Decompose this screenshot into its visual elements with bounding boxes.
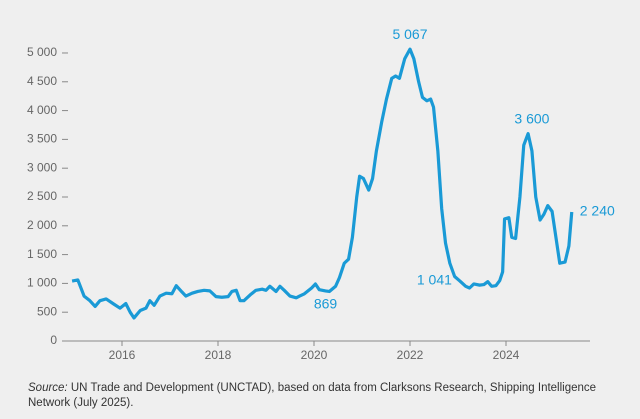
x-tick-label: 2022: [397, 348, 424, 362]
source-label: Source:: [28, 382, 68, 394]
y-tick-label: 3 000: [27, 160, 57, 174]
y-tick-label: 2 500: [27, 189, 57, 203]
data-label: 3 600: [514, 110, 549, 126]
x-tick-label: 2018: [205, 348, 232, 362]
chart: 0 500 1 000 1 500 2 000 2 500 3 000 3 500 4 000 4…: [27, 26, 615, 362]
line-series: [71, 47, 574, 320]
source-note: Source: UN Trade and Development (UNCTAD…: [28, 381, 628, 411]
source-text: UN Trade and Development (UNCTAD), based…: [28, 382, 597, 409]
y-tick-label: 1 500: [27, 247, 57, 261]
y-tick-label: 4 000: [27, 103, 57, 117]
y-tick-label: 3 500: [27, 132, 57, 146]
data-label: 2 240: [580, 203, 615, 219]
x-tick-label: 2020: [301, 348, 328, 362]
data-label: 869: [314, 296, 338, 312]
y-tick-label: 4 500: [27, 74, 57, 88]
x-tick-label: 2024: [493, 348, 520, 362]
x-tick-label: 2016: [109, 348, 136, 362]
y-tick-label: 500: [37, 304, 57, 318]
y-tick-label: 1 000: [27, 276, 57, 290]
data-label: 5 067: [392, 26, 427, 42]
y-tick-label: 2 000: [27, 218, 57, 232]
data-label: 1 041: [417, 272, 452, 288]
y-tick-label: 0: [50, 333, 57, 347]
y-tick-label: 5 000: [27, 45, 57, 59]
